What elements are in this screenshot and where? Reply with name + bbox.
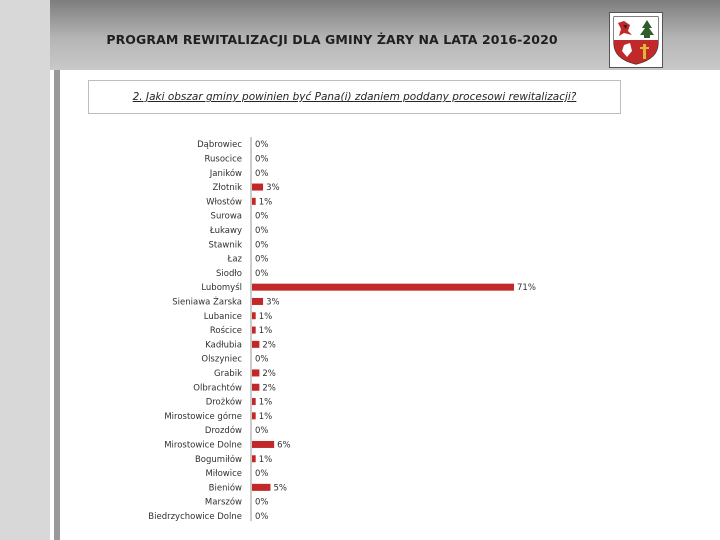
data-label: 1%: [259, 412, 273, 422]
bar: [252, 412, 256, 420]
category-label: Stawnik: [208, 240, 242, 250]
data-label: 1%: [259, 312, 273, 322]
bar: [252, 326, 256, 334]
category-label: Dąbrowiec: [197, 140, 242, 150]
data-label: 0%: [255, 512, 269, 522]
category-label: Olbrachtów: [193, 382, 242, 393]
bar: [252, 283, 514, 291]
question-text: 2. Jaki obszar gminy powinien być Pana(i…: [132, 91, 577, 103]
category-label: Grabik: [214, 369, 242, 379]
bar: [252, 312, 256, 320]
bar: [252, 483, 271, 491]
data-label: 0%: [255, 426, 269, 436]
category-label: Surowa: [211, 212, 242, 222]
category-label: Biedrzychowice Dolne: [148, 512, 242, 522]
data-label: 0%: [255, 212, 269, 222]
data-label: 1%: [259, 455, 273, 465]
category-label: Rusocice: [205, 154, 242, 164]
bar: [252, 183, 264, 191]
bar: [252, 383, 260, 391]
category-label: Marszów: [205, 497, 242, 508]
category-label: Łaz: [227, 255, 243, 265]
question-box: 2. Jaki obszar gminy powinien być Pana(i…: [88, 80, 621, 114]
data-label: 2%: [262, 369, 276, 379]
category-label: Lubanice: [204, 312, 242, 322]
category-label: Włostów: [206, 196, 242, 207]
category-label: Janików: [209, 168, 242, 179]
category-label: Rościce: [210, 325, 242, 336]
coat-of-arms-icon: [609, 12, 663, 68]
data-label: 0%: [255, 226, 269, 236]
data-label: 6%: [277, 440, 291, 450]
category-label: Lubomyśl: [201, 282, 242, 293]
category-label: Drożków: [206, 397, 242, 408]
data-label: 0%: [255, 169, 269, 179]
header-band: [50, 0, 720, 70]
data-label: 1%: [259, 326, 273, 336]
bar: [252, 440, 275, 448]
category-label: Drozdów: [205, 425, 242, 436]
data-label: 0%: [255, 355, 269, 365]
data-label: 0%: [255, 269, 269, 279]
data-label: 1%: [259, 197, 273, 207]
category-label: Olszyniec: [201, 355, 242, 365]
category-label: Złotnik: [213, 183, 243, 193]
category-label: Mirostowice górne: [164, 411, 242, 422]
data-label: 2%: [262, 340, 276, 350]
data-label: 71%: [517, 283, 536, 293]
data-label: 0%: [255, 498, 269, 508]
bar: [252, 455, 256, 463]
data-label: 2%: [262, 383, 276, 393]
data-label: 3%: [266, 183, 280, 193]
data-label: 0%: [255, 240, 269, 250]
data-label: 0%: [255, 154, 269, 164]
bar: [252, 197, 256, 205]
category-label: Miłowice: [205, 469, 242, 479]
category-label: Mirostowice Dolne: [164, 440, 242, 450]
bar: [252, 297, 264, 305]
category-label: Sieniawa Żarska: [172, 296, 242, 307]
bar: [252, 340, 260, 348]
category-label: Siodło: [216, 269, 242, 279]
category-label: Kadłubia: [205, 340, 242, 350]
data-label: 0%: [255, 140, 269, 150]
category-label: Bogumiłów: [195, 454, 242, 465]
category-label: Łukawy: [209, 226, 242, 236]
bar: [252, 369, 260, 377]
data-label: 1%: [259, 398, 273, 408]
data-label: 3%: [266, 297, 280, 307]
data-label: 0%: [255, 255, 269, 265]
left-decorative-stripe: [0, 0, 60, 540]
data-label: 0%: [255, 469, 269, 479]
category-label: Bieniów: [209, 482, 242, 493]
bar: [252, 398, 256, 406]
header-title: PROGRAM REWITALIZACJI DLA GMINY ŻARY NA …: [106, 31, 558, 47]
data-label: 5%: [273, 483, 287, 493]
